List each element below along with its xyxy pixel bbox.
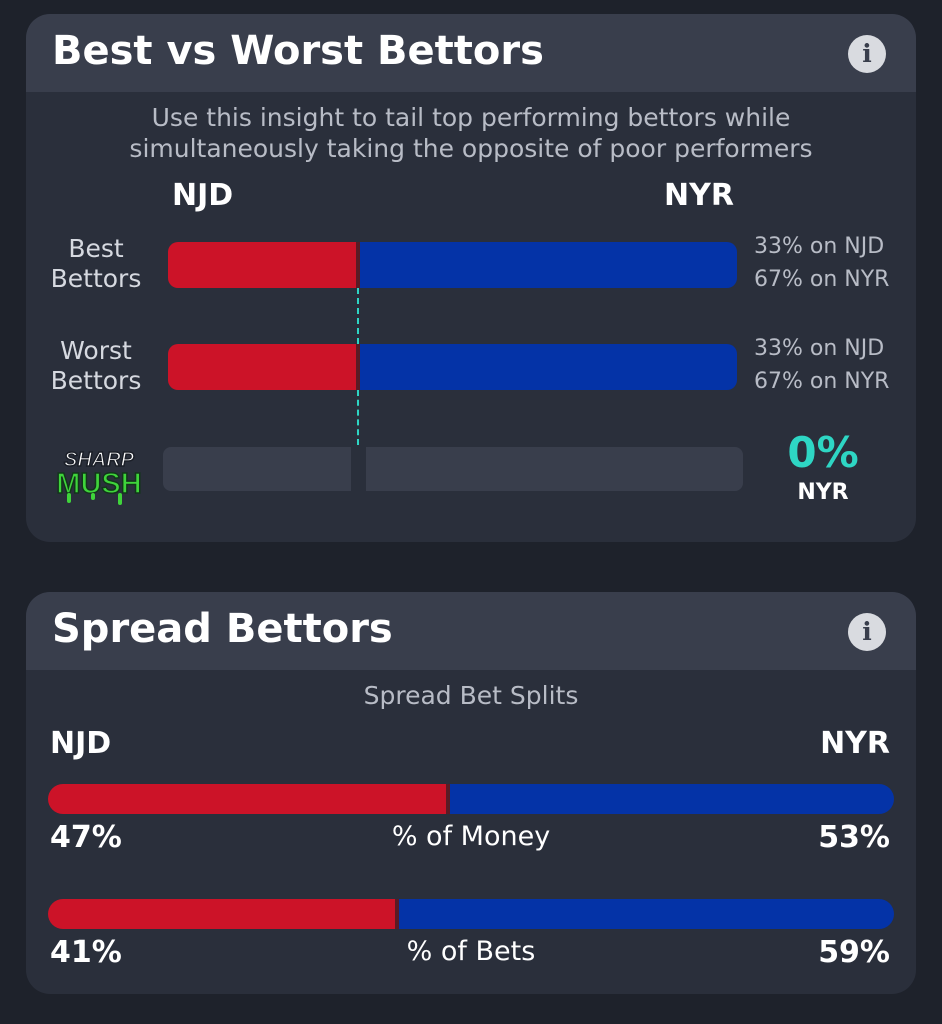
worst-bettors-bar — [168, 344, 737, 390]
center-dashed-line — [357, 390, 359, 445]
logo-drip — [118, 493, 122, 505]
njd-segment — [48, 899, 395, 929]
sharp-mush-bar — [163, 447, 743, 491]
bar-divider — [355, 344, 360, 390]
team-label-right: NYR — [820, 726, 890, 761]
note-line: 67% on NYR — [754, 369, 890, 394]
logo-text-top: SHARP — [64, 449, 135, 471]
row-label-best: Best Bettors — [40, 234, 152, 294]
bar-divider — [394, 899, 399, 929]
info-icon[interactable]: i — [848, 35, 886, 73]
logo-drip — [91, 493, 95, 500]
subtitle-line: simultaneously taking the opposite of po… — [129, 134, 813, 163]
row-label-line: Best — [68, 234, 124, 263]
bets-split-bar — [48, 899, 894, 929]
money-left-pct: 47% — [50, 820, 122, 855]
row-label-line: Bettors — [50, 264, 142, 293]
team-label-left: NJD — [172, 178, 234, 213]
team-label-left: NJD — [50, 726, 112, 761]
card-header: Spread Bettors i — [26, 592, 916, 670]
njd-segment — [48, 784, 446, 814]
nyr-segment — [449, 784, 894, 814]
nyr-segment — [359, 242, 737, 288]
bar-divider — [445, 784, 450, 814]
njd-segment — [168, 344, 356, 390]
card-title: Best vs Worst Bettors — [52, 28, 544, 74]
money-split-bar — [48, 784, 894, 814]
bar-divider — [355, 242, 360, 288]
sharp-team: NYR — [797, 480, 849, 505]
row-note-best: 33% on NJD 67% on NYR — [754, 230, 889, 296]
row-note-worst: 33% on NJD 67% on NYR — [754, 332, 889, 398]
card-title: Spread Bettors — [52, 606, 393, 652]
sharp-bar-left — [163, 447, 351, 491]
best-vs-worst-card: Best vs Worst Bettors i Use this insight… — [26, 14, 916, 542]
money-right-pct: 53% — [818, 820, 890, 855]
sharp-value: 0% — [787, 428, 859, 477]
money-label: % of Money — [391, 821, 551, 852]
row-label-worst: Worst Bettors — [40, 336, 152, 396]
bets-left-pct: 41% — [50, 935, 122, 970]
sharp-mush-logo: SHARP MUSH — [56, 448, 142, 505]
bets-right-pct: 59% — [818, 935, 890, 970]
best-bettors-bar — [168, 242, 737, 288]
center-dashed-line — [357, 288, 359, 344]
info-icon[interactable]: i — [848, 613, 886, 651]
sharp-bar-right — [366, 447, 743, 491]
row-label-line: Bettors — [50, 366, 142, 395]
logo-drip — [67, 493, 71, 503]
njd-segment — [168, 242, 356, 288]
team-label-right: NYR — [664, 178, 734, 213]
note-line: 67% on NYR — [754, 267, 890, 292]
note-line: 33% on NJD — [754, 234, 885, 259]
bets-label: % of Bets — [406, 936, 536, 967]
card-subtitle: Spread Bet Splits — [363, 681, 579, 710]
spread-bettors-card: Spread Bettors i Spread Bet Splits NJD N… — [26, 592, 916, 994]
card-subtitle: Use this insight to tail top performing … — [26, 102, 916, 164]
subtitle-line: Use this insight to tail top performing … — [151, 103, 791, 132]
nyr-segment — [359, 344, 737, 390]
logo-text-bottom: MUSH — [56, 468, 141, 500]
row-label-line: Worst — [60, 336, 132, 365]
note-line: 33% on NJD — [754, 336, 885, 361]
nyr-segment — [398, 899, 894, 929]
card-header: Best vs Worst Bettors i — [26, 14, 916, 92]
